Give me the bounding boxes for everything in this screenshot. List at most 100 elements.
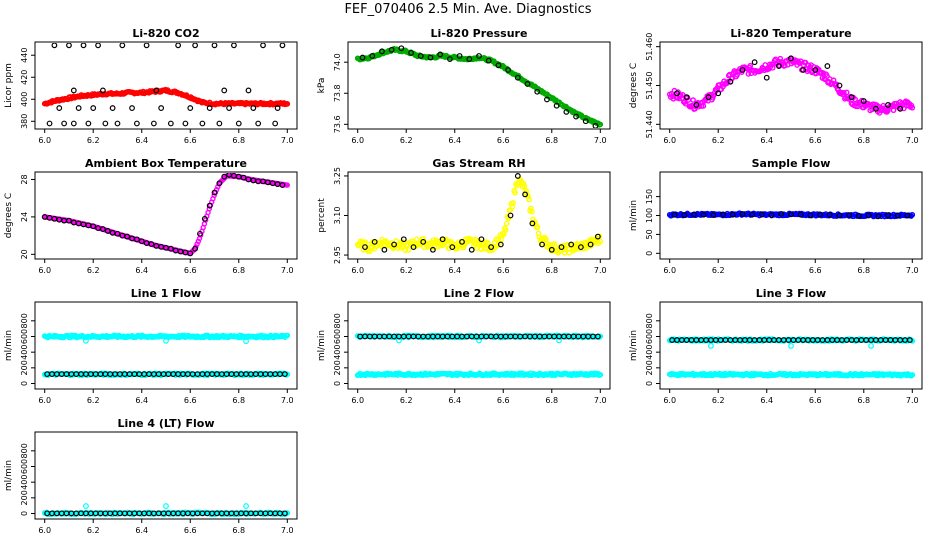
- x-tick-label: 6.2: [712, 136, 725, 145]
- data-point: [906, 337, 913, 343]
- data-point: [495, 236, 502, 243]
- data-point: [909, 104, 916, 111]
- data-point: [820, 70, 827, 76]
- chart-title: Sample Flow: [752, 157, 831, 170]
- data-point: [524, 81, 531, 87]
- x-tick-label: 6.6: [184, 266, 197, 275]
- data-point: [175, 43, 182, 49]
- x-tick-label: 6.4: [135, 526, 148, 535]
- x-tick-label: 6.8: [232, 526, 245, 535]
- y-tick-label: 20: [20, 249, 29, 259]
- data-point: [153, 87, 160, 94]
- y-tick-label: 150: [645, 189, 654, 204]
- y-tick-label: 600: [20, 329, 29, 344]
- data-point: [163, 337, 169, 344]
- data-point: [206, 202, 213, 209]
- data-point: [446, 56, 453, 62]
- data-point: [700, 103, 707, 109]
- data-point: [824, 63, 831, 69]
- x-tick-label: 7.0: [281, 396, 294, 405]
- x-tick-label: 6.8: [545, 266, 558, 275]
- data-point: [284, 332, 291, 339]
- x-tick-label: 7.0: [281, 136, 294, 145]
- data-point: [749, 211, 756, 218]
- data-point: [865, 212, 872, 219]
- y-tick-label: 0: [645, 381, 654, 386]
- y-tick-label: 73.6: [333, 115, 342, 133]
- data-point: [876, 110, 883, 116]
- y-tick-label: 200: [645, 360, 654, 375]
- y-tick-label: 800: [20, 313, 29, 328]
- chart-title: Li-820 CO2: [132, 27, 199, 40]
- x-tick-label: 6.6: [184, 396, 197, 405]
- data-layer: [666, 336, 916, 379]
- data-point: [279, 43, 286, 49]
- x-tick-label: 6.6: [809, 136, 822, 145]
- data-point: [379, 48, 385, 55]
- data-point: [221, 87, 228, 94]
- y-tick-label: 0: [333, 381, 342, 386]
- data-point: [476, 337, 482, 344]
- y-tick-label: 800: [333, 313, 342, 328]
- data-point: [51, 43, 58, 49]
- data-point: [724, 79, 731, 85]
- data-layer: [354, 173, 604, 256]
- data-point: [133, 236, 140, 243]
- y-tick-label: 3.10: [333, 207, 342, 225]
- data-point: [284, 510, 291, 516]
- data-point: [551, 241, 558, 247]
- data-point: [592, 122, 599, 128]
- data-point: [475, 237, 482, 244]
- x-tick-label: 7.0: [281, 526, 294, 535]
- chart-panel: Li-820 Temperature degrees C 51.440 51.450 5…: [629, 27, 923, 145]
- x-tick-label: 6.4: [448, 396, 461, 405]
- x-tick-label: 7.0: [594, 266, 607, 275]
- data-point: [497, 241, 504, 248]
- y-tick-label: 0: [645, 251, 654, 256]
- data-point: [66, 217, 72, 224]
- y-tick-label: 420: [20, 70, 29, 85]
- x-tick-label: 6.0: [38, 136, 51, 145]
- x-tick-label: 6.0: [663, 136, 676, 145]
- y-tick-label: 600: [645, 329, 654, 344]
- data-point: [163, 503, 169, 509]
- data-point: [505, 67, 512, 73]
- y-tick-label: 600: [333, 329, 342, 344]
- data-point: [472, 236, 479, 243]
- data-point: [534, 224, 541, 230]
- data-point: [70, 120, 77, 127]
- plot-frame: [347, 41, 611, 130]
- y-tick-label: 400: [20, 475, 29, 490]
- data-point: [391, 241, 397, 248]
- x-tick-label: 6.8: [232, 136, 245, 145]
- y-tick-label: 200: [333, 360, 342, 375]
- plot-frame: [34, 41, 298, 130]
- data-point: [211, 43, 218, 49]
- x-tick-label: 7.0: [906, 396, 919, 405]
- data-point: [245, 87, 252, 94]
- data-layer: [41, 43, 291, 127]
- x-tick-label: 6.4: [135, 136, 148, 145]
- y-tick-label: 0: [20, 381, 29, 386]
- data-point: [408, 49, 414, 56]
- data-point: [150, 120, 157, 127]
- y-tick-label: 600: [20, 459, 29, 474]
- y-tick-label: 51.460: [645, 33, 654, 61]
- x-tick-label: 6.8: [857, 266, 870, 275]
- x-tick-label: 6.4: [448, 266, 461, 275]
- data-point: [788, 342, 794, 349]
- data-point: [885, 102, 891, 108]
- data-point: [388, 46, 395, 53]
- data-point: [897, 105, 904, 112]
- x-tick-label: 6.2: [400, 396, 413, 405]
- data-point: [80, 43, 87, 49]
- data-point: [216, 180, 223, 187]
- y-tick-label: 0: [20, 511, 29, 516]
- y-tick-label: 3.25: [333, 167, 342, 185]
- y-tick-label: 51.440: [645, 110, 654, 138]
- data-point: [369, 53, 376, 59]
- data-point: [129, 105, 135, 111]
- data-layer: [41, 503, 291, 518]
- y-axis-label: ml/min: [629, 330, 639, 361]
